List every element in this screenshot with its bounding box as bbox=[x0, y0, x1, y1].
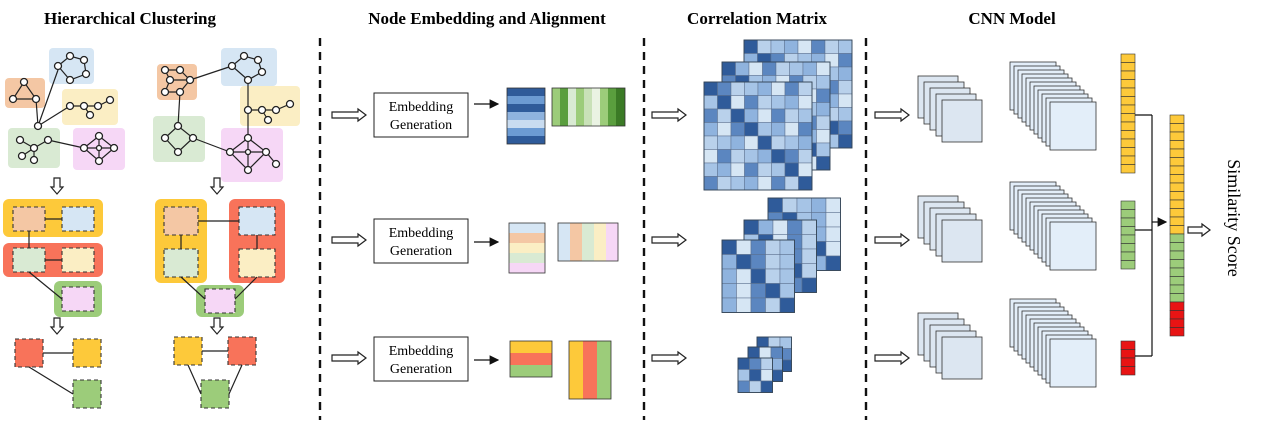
title-correlation-matrix: Correlation Matrix bbox=[687, 9, 827, 28]
similarity-score-label: Similarity Score bbox=[1224, 159, 1244, 276]
correlation-matrix bbox=[721, 239, 795, 313]
hollow-right-arrows bbox=[331, 107, 1211, 366]
feature-vector-red bbox=[1120, 340, 1136, 376]
right-arrow bbox=[331, 107, 367, 123]
down-arrow bbox=[49, 177, 65, 195]
down-arrow bbox=[49, 317, 65, 335]
concat-connectors bbox=[1135, 114, 1168, 357]
title-cnn-model: CNN Model bbox=[968, 9, 1056, 28]
embedding-box-3-line2: Generation bbox=[390, 362, 452, 377]
feature-vector-yellow bbox=[1120, 53, 1136, 174]
embedding-box-2 bbox=[373, 218, 469, 264]
right-arrow bbox=[331, 232, 367, 248]
right-arrow bbox=[1187, 222, 1211, 238]
cnn-layer-1 bbox=[917, 195, 983, 263]
embedding-box-3-line1: Embedding bbox=[389, 344, 454, 359]
level3-graph-a bbox=[14, 338, 102, 409]
graph-a bbox=[5, 48, 125, 170]
right-arrow bbox=[651, 350, 687, 366]
embedding-rows: Embedding Generation Embedding Generatio… bbox=[373, 92, 500, 382]
embedding-box-1 bbox=[373, 92, 469, 138]
right-arrow bbox=[874, 107, 910, 123]
feature-vectors bbox=[1120, 53, 1185, 376]
correlation-matrices bbox=[703, 39, 853, 393]
title-node-embedding: Node Embedding and Alignment bbox=[368, 9, 606, 28]
embedding-box-3 bbox=[373, 336, 469, 382]
down-arrow bbox=[209, 317, 225, 335]
embedding-box-1-line2: Generation bbox=[390, 118, 452, 133]
right-arrow bbox=[874, 350, 910, 366]
concatenated-vector bbox=[1169, 114, 1185, 337]
correlation-matrix bbox=[703, 81, 813, 191]
cnn-layer-2 bbox=[1009, 298, 1097, 388]
cnn-layer-1 bbox=[917, 75, 983, 143]
embedding-vectors-row3 bbox=[509, 340, 612, 400]
embedding-vectors-row2 bbox=[508, 222, 619, 274]
level3-graph-b bbox=[173, 336, 257, 409]
cnn-layer-2 bbox=[1009, 181, 1097, 271]
title-hierarchical-clustering: Hierarchical Clustering bbox=[44, 9, 217, 28]
graph-b bbox=[153, 48, 300, 182]
right-arrow bbox=[874, 232, 910, 248]
cnn-feature-maps bbox=[917, 61, 1097, 388]
right-arrow bbox=[651, 232, 687, 248]
embedding-box-2-line1: Embedding bbox=[389, 226, 454, 241]
level2-graph-b bbox=[155, 199, 285, 317]
cnn-layer-1 bbox=[917, 312, 983, 380]
embedding-box-1-line1: Embedding bbox=[389, 100, 454, 115]
embedding-box-2-line2: Generation bbox=[390, 244, 452, 259]
level2-graph-a bbox=[3, 199, 103, 317]
right-arrow bbox=[651, 107, 687, 123]
down-arrows bbox=[49, 177, 225, 335]
cnn-layer-2 bbox=[1009, 61, 1097, 151]
correlation-matrix bbox=[737, 357, 773, 393]
right-arrow bbox=[331, 350, 367, 366]
down-arrow bbox=[209, 177, 225, 195]
embedding-vectors-row1 bbox=[506, 87, 626, 145]
feature-vector-green bbox=[1120, 200, 1136, 270]
